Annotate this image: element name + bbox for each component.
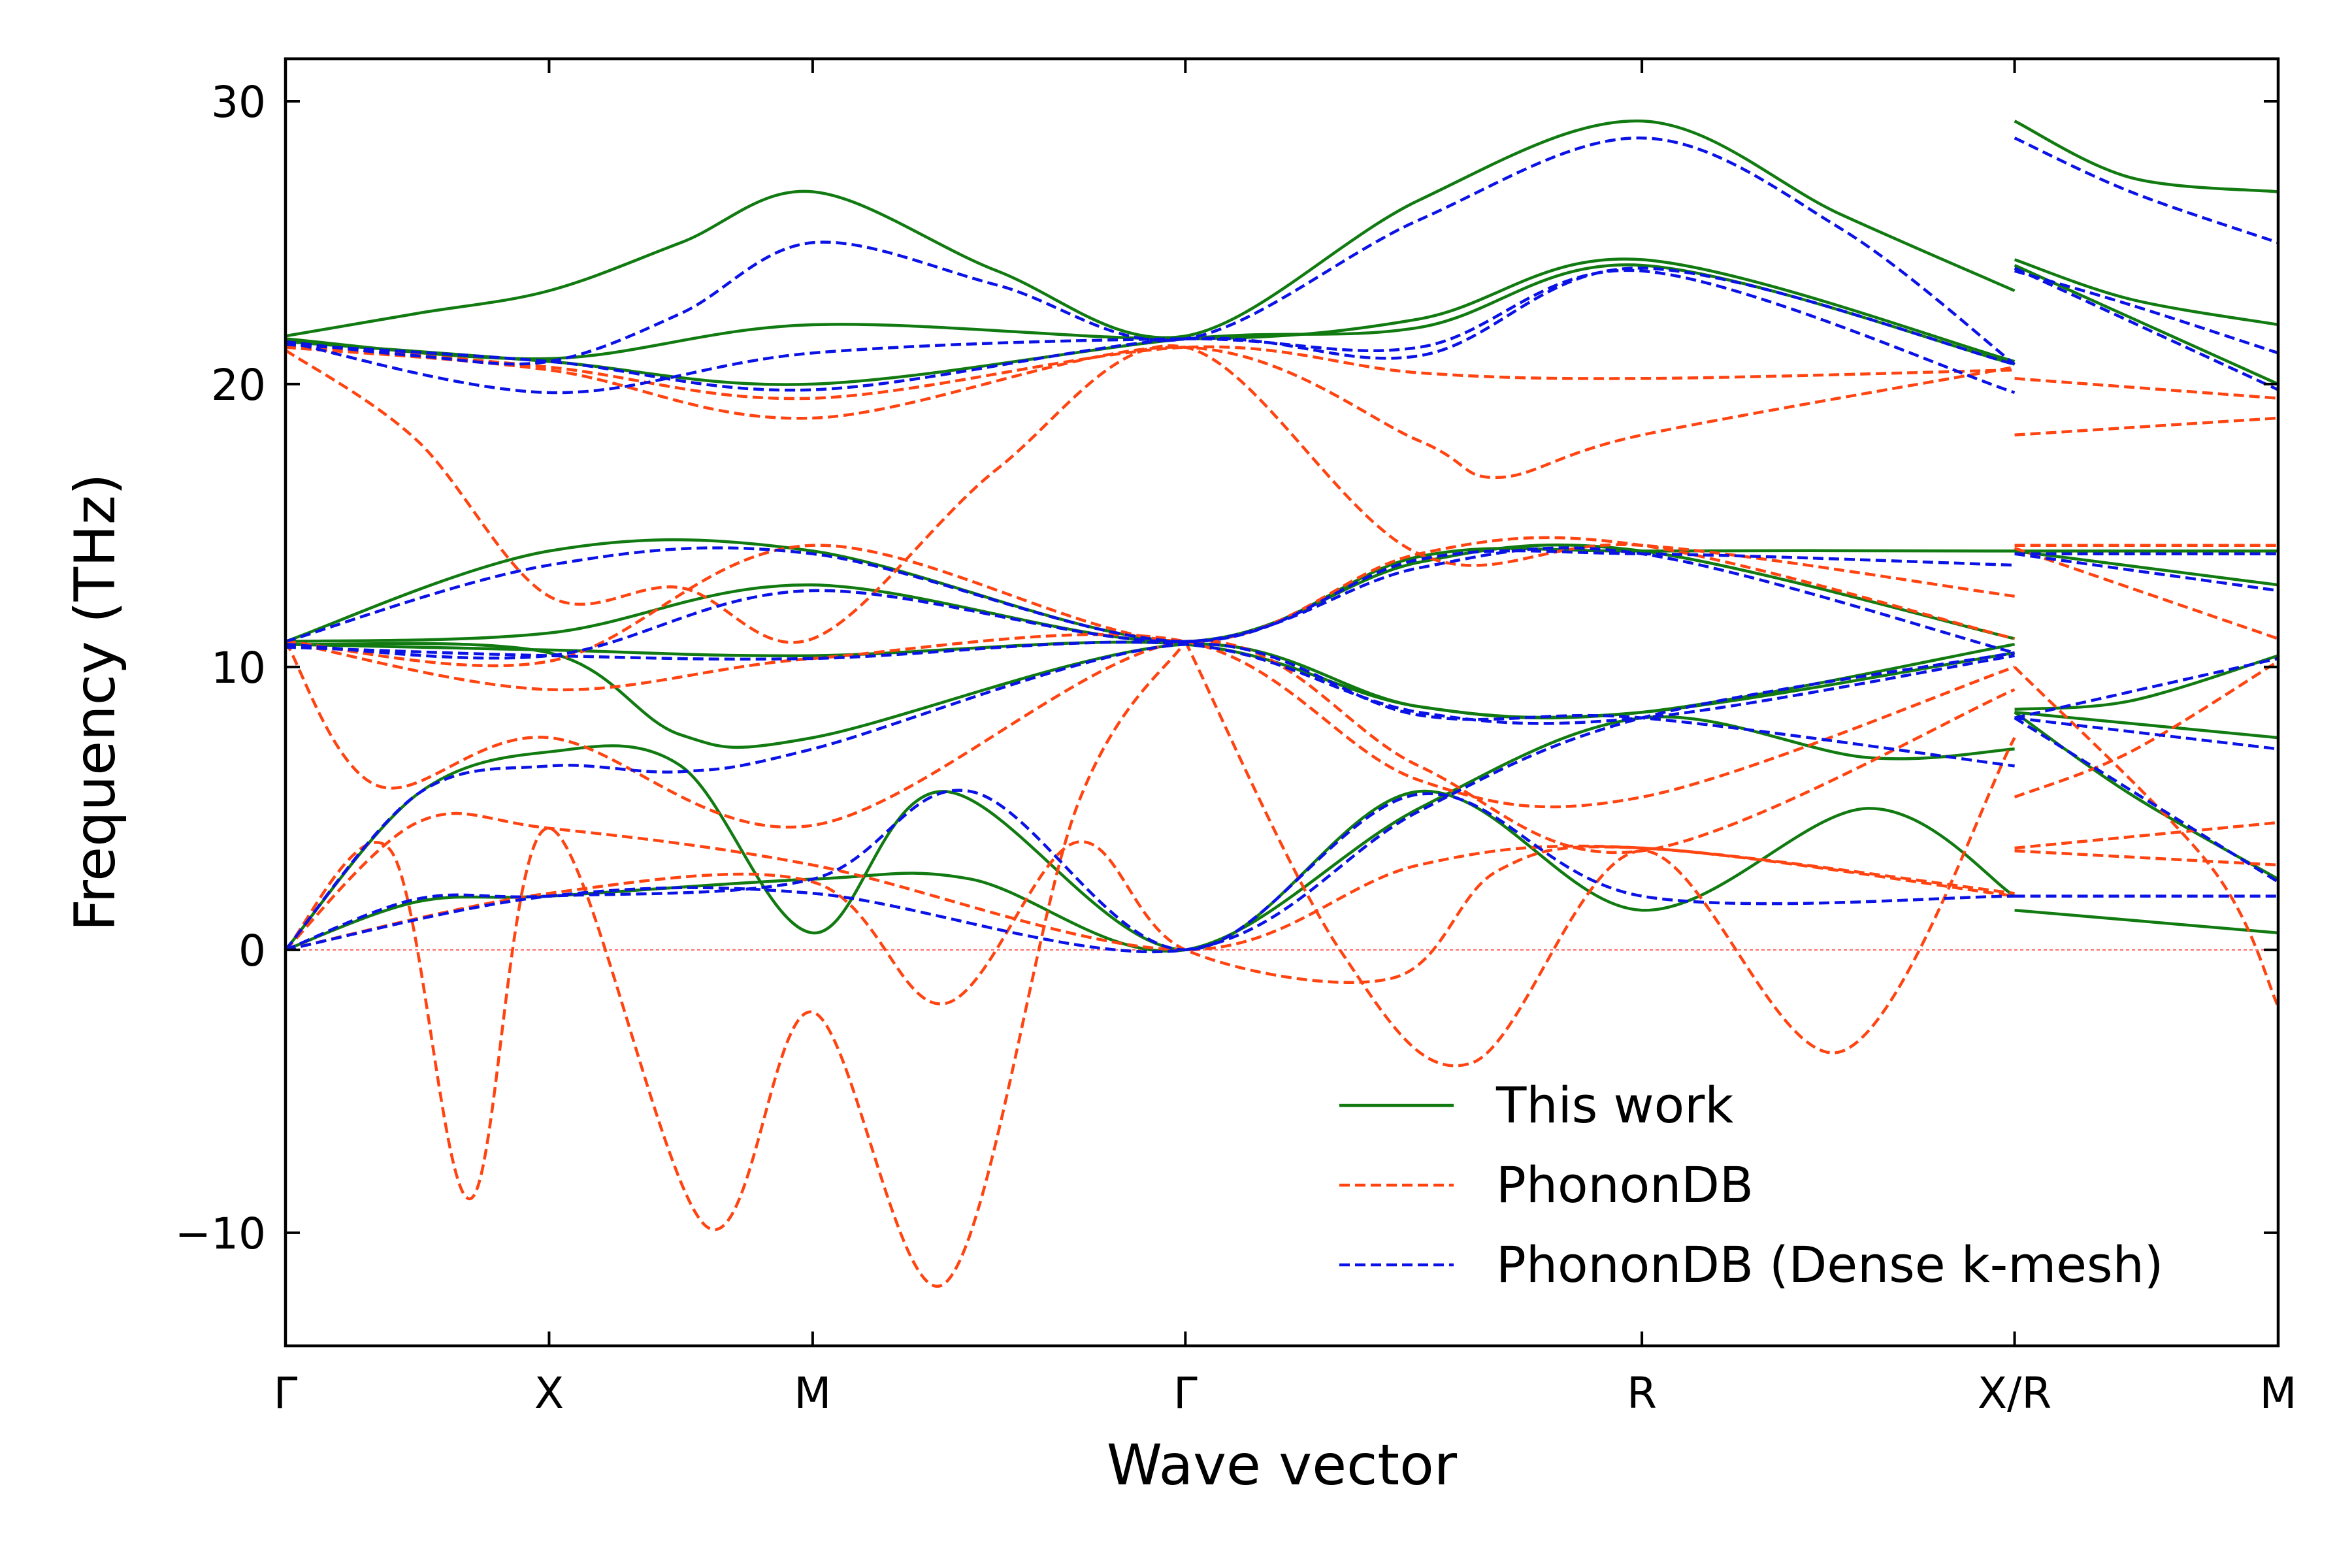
band-phonondb-14: [286, 640, 1187, 1288]
band-this-work-9: [2014, 549, 2278, 587]
band-phonondb-dense-k-mesh-9: [2014, 552, 2278, 593]
band-this-work-17: [2014, 908, 2278, 935]
y-tick-label: 10: [211, 643, 266, 693]
band-phonondb-11: [2014, 821, 2278, 850]
band-phonondb-dense-k-mesh-5: [2014, 267, 2278, 391]
series-phonondb: [286, 343, 2278, 1288]
band-this-work-1: [2014, 120, 2278, 193]
legend: This work PhononDB PhononDB (Dense k-mesh): [1339, 1076, 2163, 1294]
band-phonondb-10: [286, 639, 2016, 855]
x-tick-label: X/R: [1978, 1368, 2051, 1418]
band-phonondb-dense-k-mesh-14: [286, 789, 2015, 952]
band-phonondb-17: [286, 840, 2015, 1005]
x-tick-label: Γ: [1173, 1368, 1198, 1418]
band-phonondb-dense-k-mesh-2: [286, 269, 2016, 395]
band-phonondb-0: [286, 343, 2015, 400]
x-tick-label: Γ: [274, 1368, 298, 1418]
band-this-work-2: [286, 257, 2016, 363]
band-phonondb-9: [2014, 660, 2278, 799]
band-this-work-10: [286, 640, 2016, 720]
legend-label: This work: [1495, 1076, 1733, 1134]
band-phonondb-dense-k-mesh-16: [286, 651, 2015, 953]
band-phonondb-dense-k-mesh-13: [2014, 716, 2278, 751]
band-phonondb-12: [286, 811, 2015, 952]
plot-frame: [284, 57, 2280, 1348]
band-phonondb-13: [2014, 849, 2278, 867]
band-this-work-0: [286, 120, 2016, 340]
x-tick-label: R: [1627, 1368, 1657, 1418]
x-tick-label: M: [794, 1368, 831, 1418]
y-axis-label: Frequency (THz): [63, 473, 128, 931]
legend-label: PhononDB (Dense k-mesh): [1496, 1235, 2163, 1294]
y-tick-label: 20: [211, 360, 266, 410]
series-phonondb-dense-k-mesh: [286, 136, 2278, 953]
band-phonondb-dense-k-mesh-0: [286, 136, 2016, 366]
band-phonondb-7: [2014, 546, 2278, 640]
band-phonondb-3: [2014, 416, 2278, 437]
band-phonondb-6: [286, 536, 2016, 668]
y-tick-label: 30: [211, 77, 266, 127]
band-phonondb-16: [2013, 666, 2278, 1007]
band-this-work-15: [2014, 710, 2278, 740]
x-tick-label: M: [2260, 1368, 2297, 1418]
band-phonondb-1: [2014, 377, 2278, 400]
band-phonondb-dense-k-mesh-8: [286, 546, 2016, 660]
series-this-work: [286, 120, 2278, 953]
band-phonondb-dense-k-mesh-11: [2014, 657, 2278, 719]
band-phonondb-dense-k-mesh-4: [286, 267, 2016, 392]
band-phonondb-dense-k-mesh-1: [2014, 137, 2278, 244]
x-tick-label: X: [534, 1368, 564, 1418]
y-tick-label: −10: [175, 1209, 266, 1259]
band-phonondb-dense-k-mesh-6: [286, 546, 2015, 644]
band-phonondb-dense-k-mesh-12: [286, 642, 2015, 951]
band-phonondb-dense-k-mesh-10: [286, 640, 2015, 725]
band-phonondb-8: [286, 632, 2016, 809]
band-this-work-3: [2014, 258, 2278, 327]
band-phonondb-2: [286, 346, 2016, 480]
band-phonondb-4: [286, 344, 2015, 644]
band-phonondb-15: [1184, 640, 2016, 1068]
axes: Γ X M Γ R X/R M −10 0 10 20 30: [175, 57, 2297, 1418]
band-phonondb-dense-k-mesh-3: [2014, 269, 2278, 355]
y-tick-label: 0: [238, 926, 266, 976]
x-axis-label: Wave vector: [1107, 1433, 1458, 1498]
band-this-work-12: [286, 642, 2015, 749]
band-this-work-5: [2014, 264, 2278, 385]
band-lines: [286, 120, 2278, 1288]
band-this-work-8: [286, 543, 2016, 644]
band-this-work-11: [2014, 654, 2278, 711]
legend-label: PhononDB: [1496, 1156, 1754, 1214]
